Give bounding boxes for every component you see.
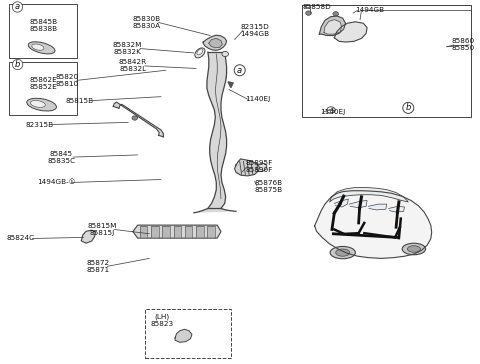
Polygon shape	[314, 191, 432, 258]
Circle shape	[222, 51, 228, 56]
Polygon shape	[334, 22, 367, 42]
Polygon shape	[151, 226, 159, 237]
Bar	[144, 309, 231, 358]
Text: 85824C: 85824C	[6, 236, 35, 241]
Ellipse shape	[330, 246, 355, 259]
Text: 85845B
85838B: 85845B 85838B	[29, 19, 58, 32]
Ellipse shape	[402, 243, 426, 255]
Polygon shape	[235, 159, 259, 176]
Polygon shape	[207, 226, 215, 237]
Text: 85820
85810: 85820 85810	[56, 74, 79, 87]
Circle shape	[306, 11, 312, 15]
Polygon shape	[389, 206, 405, 212]
Text: 85815M
85815J: 85815M 85815J	[87, 223, 117, 236]
Polygon shape	[324, 20, 342, 34]
Text: a: a	[237, 66, 242, 75]
Polygon shape	[82, 230, 96, 243]
Ellipse shape	[408, 246, 420, 252]
Text: 85895F
85890F: 85895F 85890F	[245, 160, 273, 173]
Text: b: b	[406, 103, 411, 112]
Polygon shape	[334, 199, 348, 207]
Ellipse shape	[336, 249, 350, 256]
Ellipse shape	[27, 98, 57, 111]
Ellipse shape	[195, 48, 205, 58]
Polygon shape	[257, 163, 267, 171]
Text: 1140EJ: 1140EJ	[320, 109, 346, 115]
Text: 1494GB: 1494GB	[355, 7, 384, 13]
Text: 85845
85835C: 85845 85835C	[47, 151, 75, 163]
Text: 1140EJ: 1140EJ	[245, 96, 271, 102]
Text: b: b	[15, 60, 20, 69]
Ellipse shape	[30, 100, 45, 107]
Text: 85832M
85832K: 85832M 85832K	[113, 42, 142, 55]
Polygon shape	[133, 225, 221, 238]
Text: (LH)
85823: (LH) 85823	[151, 313, 174, 327]
Polygon shape	[175, 329, 192, 342]
Text: 1494GB-①: 1494GB-①	[37, 179, 75, 185]
Text: 85858D: 85858D	[302, 4, 331, 10]
Text: 85830B
85830A: 85830B 85830A	[133, 16, 161, 29]
Polygon shape	[207, 52, 227, 209]
Polygon shape	[140, 226, 147, 237]
Polygon shape	[196, 226, 204, 237]
Polygon shape	[209, 39, 222, 48]
Text: a: a	[15, 3, 20, 12]
Circle shape	[132, 116, 138, 120]
Text: 82315B: 82315B	[25, 122, 53, 127]
Text: 82315D
1494GB: 82315D 1494GB	[240, 24, 270, 37]
Ellipse shape	[32, 44, 44, 50]
Polygon shape	[162, 226, 170, 237]
Polygon shape	[349, 201, 367, 208]
Polygon shape	[330, 187, 408, 202]
Polygon shape	[228, 82, 233, 88]
Polygon shape	[113, 102, 163, 137]
Text: 85860
85850: 85860 85850	[451, 39, 475, 51]
Polygon shape	[174, 226, 181, 237]
Polygon shape	[319, 16, 346, 36]
Text: 85862E
85852E: 85862E 85852E	[30, 77, 58, 90]
Bar	[9, 4, 77, 58]
Polygon shape	[369, 204, 387, 210]
Bar	[301, 5, 471, 117]
Circle shape	[333, 12, 338, 16]
Polygon shape	[194, 209, 236, 213]
Text: 85876B
85875B: 85876B 85875B	[255, 179, 283, 193]
Ellipse shape	[222, 74, 227, 79]
Ellipse shape	[197, 49, 203, 55]
Polygon shape	[203, 35, 227, 50]
Ellipse shape	[28, 42, 55, 54]
Text: 85842R
85832L: 85842R 85832L	[119, 59, 147, 72]
Bar	[9, 62, 77, 115]
Text: 85872
85871: 85872 85871	[86, 260, 109, 273]
Text: 85815B: 85815B	[65, 98, 93, 104]
Polygon shape	[185, 226, 192, 237]
